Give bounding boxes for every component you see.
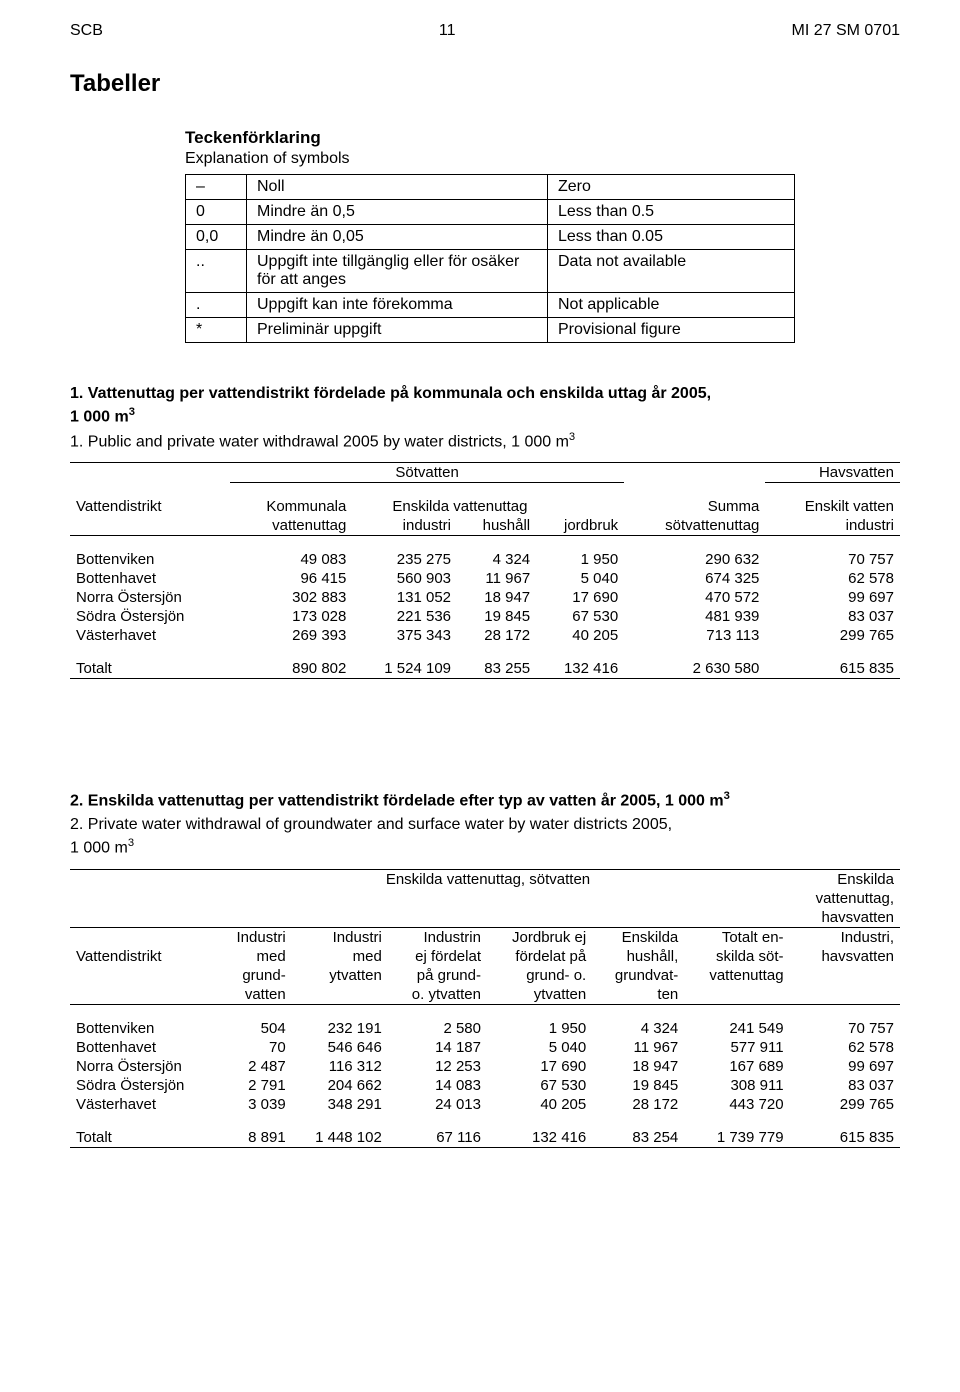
col-ensv: Enskilt vatten — [765, 497, 900, 516]
cell-ind: 235 275 — [352, 550, 457, 569]
page: SCB 11 MI 27 SM 0701 Tabeller Teckenförk… — [0, 0, 960, 1392]
cell-hus: 4 324 — [457, 550, 536, 569]
table2-superheader: Enskilda vattenuttag, sötvatten Enskilda — [70, 869, 900, 889]
table-row: Bottenviken 504 232 191 2 580 1 950 4 32… — [70, 1019, 900, 1038]
table2-title-en-line2: 1 000 m — [70, 839, 128, 856]
legend-block: Teckenförklaring Explanation of symbols … — [185, 128, 795, 343]
sup-3: 3 — [569, 431, 575, 443]
super-havsvatten: Havsvatten — [765, 463, 900, 483]
super-sot: Enskilda vattenuttag, sötvatten — [292, 869, 685, 889]
table1: Sötvatten Havsvatten Vattendistrikt Komm… — [70, 462, 900, 679]
table1-total-row: Totalt 890 802 1 524 109 83 255 132 416 … — [70, 659, 900, 679]
table1-superheader: Sötvatten Havsvatten — [70, 463, 900, 483]
table-row: Bottenhavet 96 415 560 903 11 967 5 040 … — [70, 569, 900, 588]
table1-title-en: 1. Public and private water withdrawal 2… — [70, 430, 900, 453]
legend-row: – Noll Zero — [186, 175, 795, 200]
legend-symbol: .. — [186, 250, 247, 293]
super-hav-b: vattenuttag, — [790, 889, 900, 908]
table1-header-row2: vattenuttag industri hushåll jordbruk sö… — [70, 516, 900, 536]
legend-table: – Noll Zero 0 Mindre än 0,5 Less than 0.… — [185, 174, 795, 343]
table2: Enskilda vattenuttag, sötvatten Enskilda… — [70, 869, 900, 1148]
legend-title-en: Explanation of symbols — [185, 150, 795, 168]
col-enskilda: Enskilda vattenuttag — [352, 497, 624, 516]
table-row: Bottenviken 49 083 235 275 4 324 1 950 2… — [70, 550, 900, 569]
table1-title-sv-line2: 1 000 m — [70, 408, 129, 425]
legend-title-sv: Teckenförklaring — [185, 128, 795, 148]
table1-header-row1: Vattendistrikt Kommunala Enskilda vatten… — [70, 497, 900, 516]
header-center: 11 — [439, 22, 456, 40]
legend-en: Data not available — [548, 250, 795, 293]
table-row: Västerhavet 269 393 375 343 28 172 40 20… — [70, 626, 900, 645]
table1-title-sv-line1: 1. Vattenuttag per vattendistrikt fördel… — [70, 385, 711, 402]
sub-hushall: hushåll — [457, 516, 536, 536]
header-left: SCB — [70, 22, 103, 40]
cell-komm: 49 083 — [230, 550, 352, 569]
legend-sv: Preliminär uppgift — [247, 318, 548, 343]
legend-sv: Mindre än 0,05 — [247, 225, 548, 250]
super-hav-c: havsvatten — [790, 908, 900, 928]
legend-en: Provisional figure — [548, 318, 795, 343]
col-district: Vattendistrikt — [70, 497, 230, 516]
col-summa2: sötvattenuttag — [624, 516, 765, 536]
table2-header-row2: Vattendistrikt med med ej fördelat förde… — [70, 947, 900, 966]
legend-row: * Preliminär uppgift Provisional figure — [186, 318, 795, 343]
cell-sum: 290 632 — [624, 550, 765, 569]
legend-row: .. Uppgift inte tillgänglig eller för os… — [186, 250, 795, 293]
col-summa: Summa — [624, 497, 765, 516]
table-row: Södra Östersjön 2 791 204 662 14 083 67 … — [70, 1076, 900, 1095]
col-komm: Kommunala — [230, 497, 352, 516]
table2-header-row4: vatten o. ytvatten ytvatten ten — [70, 985, 900, 1005]
table2-title-en: 2. Private water withdrawal of groundwat… — [70, 814, 900, 859]
sup-3: 3 — [129, 406, 135, 418]
table-row: Bottenhavet 70 546 646 14 187 5 040 11 9… — [70, 1038, 900, 1057]
table-row: Södra Östersjön 173 028 221 536 19 845 6… — [70, 607, 900, 626]
table-row: Norra Östersjön 2 487 116 312 12 253 17 … — [70, 1057, 900, 1076]
cell-name: Bottenviken — [70, 550, 230, 569]
sup-3: 3 — [724, 790, 730, 802]
table2-title-sv: 2. Enskilda vattenuttag per vattendistri… — [70, 789, 900, 812]
table1-title-en-text: 1. Public and private water withdrawal 2… — [70, 433, 569, 450]
cell-jor: 1 950 — [536, 550, 624, 569]
sub-jordbruk: jordbruk — [536, 516, 624, 536]
legend-row: 0,0 Mindre än 0,05 Less than 0.05 — [186, 225, 795, 250]
table2-title-sv-text: 2. Enskilda vattenuttag per vattendistri… — [70, 793, 724, 810]
table2-title-en-line1: 2. Private water withdrawal of groundwat… — [70, 816, 672, 833]
legend-sv: Noll — [247, 175, 548, 200]
legend-sv: Uppgift inte tillgänglig eller för osäke… — [247, 250, 548, 293]
table1-title-sv: 1. Vattenuttag per vattendistrikt fördel… — [70, 383, 900, 428]
legend-sv: Mindre än 0,5 — [247, 200, 548, 225]
legend-en: Zero — [548, 175, 795, 200]
super-hav-a: Enskilda — [790, 869, 900, 889]
section-title: Tabeller — [70, 70, 900, 98]
col-ensv2: industri — [765, 516, 900, 536]
legend-symbol: – — [186, 175, 247, 200]
legend-row: . Uppgift kan inte förekomma Not applica… — [186, 293, 795, 318]
table2-header-row1: Industri Industri Industrin Jordbruk ej … — [70, 927, 900, 947]
legend-en: Not applicable — [548, 293, 795, 318]
legend-symbol: 0,0 — [186, 225, 247, 250]
col-komm2: vattenuttag — [230, 516, 352, 536]
sub-industri: industri — [352, 516, 457, 536]
sup-3: 3 — [128, 837, 134, 849]
legend-en: Less than 0.5 — [548, 200, 795, 225]
table2-total-row: Totalt 8 891 1 448 102 67 116 132 416 83… — [70, 1128, 900, 1148]
table-row: Norra Östersjön 302 883 131 052 18 947 1… — [70, 588, 900, 607]
super-sotvatten: Sötvatten — [230, 463, 624, 483]
legend-row: 0 Mindre än 0,5 Less than 0.5 — [186, 200, 795, 225]
legend-symbol: * — [186, 318, 247, 343]
legend-symbol: 0 — [186, 200, 247, 225]
legend-sv: Uppgift kan inte förekomma — [247, 293, 548, 318]
table-row: Västerhavet 3 039 348 291 24 013 40 205 … — [70, 1095, 900, 1114]
legend-en: Less than 0.05 — [548, 225, 795, 250]
table2-header-row3: grund- ytvatten på grund- grund- o. grun… — [70, 966, 900, 985]
col-district: Vattendistrikt — [70, 947, 217, 966]
legend-symbol: . — [186, 293, 247, 318]
page-header: SCB 11 MI 27 SM 0701 — [70, 22, 900, 40]
cell-hav: 70 757 — [765, 550, 900, 569]
table2-superheader2: vattenuttag, — [70, 889, 900, 908]
table2-superheader3: havsvatten — [70, 908, 900, 928]
header-right: MI 27 SM 0701 — [791, 22, 900, 40]
